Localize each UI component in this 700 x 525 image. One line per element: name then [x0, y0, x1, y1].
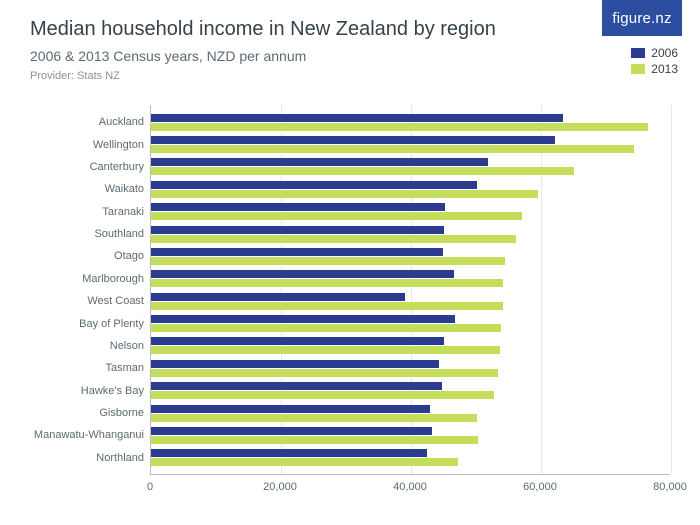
chart-subtitle: 2006 & 2013 Census years, NZD per annum: [30, 48, 306, 64]
x-tick: 80,000: [653, 481, 687, 493]
y-label: Hawke's Bay: [81, 385, 144, 397]
y-label: Wellington: [93, 139, 144, 151]
bar-2013: [151, 167, 574, 175]
bar-2006: [151, 270, 454, 278]
bar-2006: [151, 382, 442, 390]
bar-2006: [151, 136, 555, 144]
y-label: Taranaki: [102, 206, 144, 218]
bar-2013: [151, 257, 505, 265]
bar-2013: [151, 279, 503, 287]
y-label: Northland: [96, 452, 144, 464]
legend-label-2013: 2013: [651, 62, 678, 76]
bar-2006: [151, 181, 477, 189]
legend-label-2006: 2006: [651, 46, 678, 60]
bar-2013: [151, 414, 477, 422]
bar-2006: [151, 114, 563, 122]
plot: Auckland Wellington Canterbury Waikato Taran…: [30, 105, 670, 500]
y-label: Bay of Plenty: [79, 318, 144, 330]
y-label: Waikato: [105, 183, 144, 195]
y-label: Otago: [114, 250, 144, 262]
bar-2013: [151, 436, 478, 444]
bar-2006: [151, 158, 488, 166]
legend-item-2006: 2006: [631, 46, 678, 60]
bar-2006: [151, 360, 439, 368]
bar-2006: [151, 203, 445, 211]
chart-container: figure.nz Median household income in New…: [0, 0, 700, 525]
bar-2013: [151, 123, 648, 131]
bar-2006: [151, 449, 427, 457]
logo-text: figure.nz: [612, 10, 671, 27]
bar-2013: [151, 302, 503, 310]
x-tick: 60,000: [523, 481, 557, 493]
bar-2006: [151, 315, 455, 323]
bar-2013: [151, 369, 498, 377]
bar-2013: [151, 346, 500, 354]
bar-2013: [151, 391, 494, 399]
bar-2006: [151, 226, 444, 234]
bar-2006: [151, 337, 444, 345]
y-label: Marlborough: [82, 273, 144, 285]
gridline: [671, 105, 672, 474]
chart-title: Median household income in New Zealand b…: [30, 18, 496, 41]
y-label: Southland: [94, 228, 144, 240]
y-label: Manawatu-Whanganui: [34, 429, 144, 441]
bar-2006: [151, 248, 443, 256]
y-label: Canterbury: [90, 161, 144, 173]
bar-2013: [151, 212, 522, 220]
legend-item-2013: 2013: [631, 62, 678, 76]
bar-2013: [151, 324, 501, 332]
x-tick: 20,000: [263, 481, 297, 493]
bar-2013: [151, 145, 634, 153]
legend-swatch-2006: [631, 48, 645, 58]
bar-2006: [151, 293, 405, 301]
chart-provider: Provider: Stats NZ: [30, 70, 120, 82]
bar-2006: [151, 405, 430, 413]
figure-nz-logo: figure.nz: [602, 0, 682, 36]
x-tick: 0: [147, 481, 153, 493]
y-label: Tasman: [105, 362, 144, 374]
plot-area: [150, 105, 670, 475]
legend-swatch-2013: [631, 64, 645, 74]
y-label: Auckland: [99, 116, 144, 128]
y-label: Nelson: [110, 340, 144, 352]
x-tick: 40,000: [393, 481, 427, 493]
bar-2013: [151, 190, 538, 198]
y-label: Gisborne: [99, 407, 144, 419]
y-label: West Coast: [87, 295, 144, 307]
bar-2013: [151, 458, 458, 466]
bar-2013: [151, 235, 516, 243]
bar-2006: [151, 427, 432, 435]
legend: 2006 2013: [631, 46, 678, 78]
bars: [151, 111, 670, 469]
